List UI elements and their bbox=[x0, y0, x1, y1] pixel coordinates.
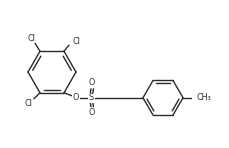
Text: O: O bbox=[88, 78, 95, 87]
Text: O: O bbox=[73, 93, 79, 102]
Text: O: O bbox=[88, 108, 95, 117]
Text: Cl: Cl bbox=[24, 99, 32, 108]
Text: Cl: Cl bbox=[73, 37, 81, 46]
Text: CH₃: CH₃ bbox=[196, 93, 211, 102]
Text: S: S bbox=[88, 93, 93, 102]
Text: Cl: Cl bbox=[27, 34, 35, 43]
